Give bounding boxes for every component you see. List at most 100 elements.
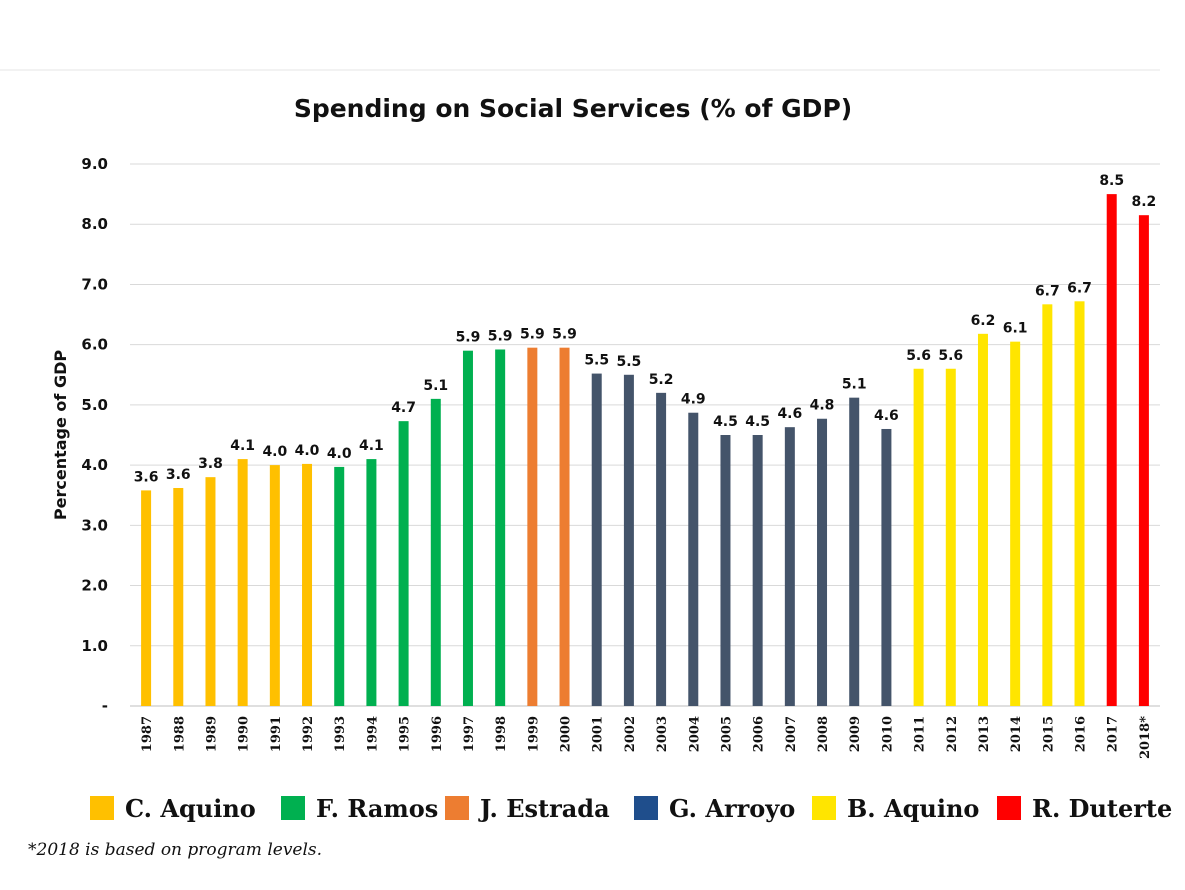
bar-2008 [817,418,828,706]
data-label: 8.5 [1099,173,1124,189]
bar-1992 [302,463,313,706]
bar-2014 [1010,341,1021,706]
data-label: 4.0 [295,443,320,459]
bar-2000 [559,347,570,706]
data-label: 4.8 [810,398,835,414]
bar-2016 [1074,301,1085,706]
gridlines [130,163,1160,707]
data-label: 4.6 [874,408,899,424]
data-label: 4.1 [359,438,384,454]
x-tick-label: 2010 [880,716,895,752]
x-tick-label: 1987 [140,716,155,752]
legend-label: C. Aquino [125,794,256,823]
bar-2015 [1042,304,1053,706]
x-tick-label: 2000 [559,716,574,752]
bar-1987 [141,490,152,706]
x-tick-label: 1990 [237,716,252,752]
x-tick-label: 2005 [719,716,734,752]
x-tick-label: 2013 [977,716,992,752]
legend-label: G. Arroyo [669,794,795,823]
data-label: 5.9 [520,327,545,343]
data-label: 5.5 [617,354,642,370]
x-tick-label: 1995 [398,716,413,752]
x-tick-label: 2004 [687,716,702,752]
legend-swatch [445,796,469,820]
legend-swatch [812,796,836,820]
x-tick-label: 2008 [816,716,831,752]
bar-1994 [366,459,377,706]
bar-1997 [462,350,473,706]
data-label: 3.6 [166,467,191,483]
bar-1995 [398,421,409,706]
x-tick-label: 1998 [494,716,509,752]
bar-2002 [623,374,634,706]
legend-label: F. Ramos [316,794,438,823]
data-label: 6.7 [1035,283,1060,299]
data-label: 4.5 [745,414,770,430]
legend-swatch [997,796,1021,820]
y-tick-label: 1.0 [81,637,108,655]
y-tick-label: 6.0 [81,336,108,354]
x-tick-label: 1994 [365,716,380,752]
x-tick-label: 1999 [526,716,541,752]
y-axis-ticks: - 1.0 2.0 3.0 4.0 5.0 6.0 7.0 8.0 9.0 [81,155,108,715]
bar-2003 [656,392,667,706]
x-tick-label: 1991 [269,716,284,752]
data-label: 4.7 [391,400,416,416]
data-label: 6.7 [1067,280,1092,296]
bar-1998 [495,349,506,706]
data-label: 3.8 [198,456,223,472]
y-tick-label: 9.0 [81,155,108,173]
bar-2004 [688,412,699,706]
x-tick-label: 2007 [784,716,799,752]
x-tick-label: 2006 [752,716,767,752]
bar-1996 [430,398,441,706]
legend-swatch [90,796,114,820]
y-axis-label: Percentage of GDP [51,350,70,520]
bar-1993 [334,466,345,706]
bars [141,194,1149,706]
legend-label: J. Estrada [478,794,610,823]
data-label: 5.5 [584,353,609,369]
data-label: 4.9 [681,392,706,408]
x-tick-label: 1996 [430,716,445,752]
data-label: 5.9 [552,327,577,343]
x-tick-label: 1992 [301,716,316,752]
legend-label: R. Duterte [1032,794,1172,823]
data-labels: 3.6 3.6 3.8 4.1 4.0 4.0 4.0 4.1 4.7 5.1 5.9 5.9 5.9 5… [134,173,1157,485]
x-tick-label: 1993 [333,716,348,752]
y-tick-label: 7.0 [81,275,108,293]
x-tick-label: 1997 [462,716,477,752]
data-label: 4.5 [713,414,738,430]
x-tick-label: 2001 [591,716,606,752]
x-tick-label: 2017 [1106,716,1121,752]
y-tick-label: 3.0 [81,516,108,534]
data-label: 5.1 [423,378,448,394]
x-tick-label: 2011 [913,716,928,752]
x-tick-label: 2015 [1041,716,1056,752]
bar-2011 [913,368,924,706]
data-label: 4.0 [262,444,287,460]
data-label: 3.6 [134,469,159,485]
data-label: 4.6 [777,406,802,422]
y-tick-label: 8.0 [81,215,108,233]
legend-label: B. Aquino [847,794,979,823]
x-tick-label: 2014 [1009,716,1024,752]
data-label: 5.1 [842,377,867,393]
data-label: 8.2 [1132,194,1157,210]
bar-2013 [977,333,988,706]
bar-2017 [1106,194,1117,706]
footnote: *2018 is based on program levels. [28,840,322,860]
bar-2012 [945,368,956,706]
data-label: 5.6 [938,348,963,364]
x-tick-label: 2018* [1138,716,1153,759]
data-label: 5.6 [906,348,931,364]
bar-1999 [527,347,538,706]
bar-1988 [173,487,184,706]
bar-1990 [237,459,248,706]
data-label: 6.1 [1003,321,1028,337]
chart-title: Spending on Social Services (% of GDP) [294,94,852,123]
data-label: 5.9 [456,330,481,346]
y-tick-label: 4.0 [81,456,108,474]
